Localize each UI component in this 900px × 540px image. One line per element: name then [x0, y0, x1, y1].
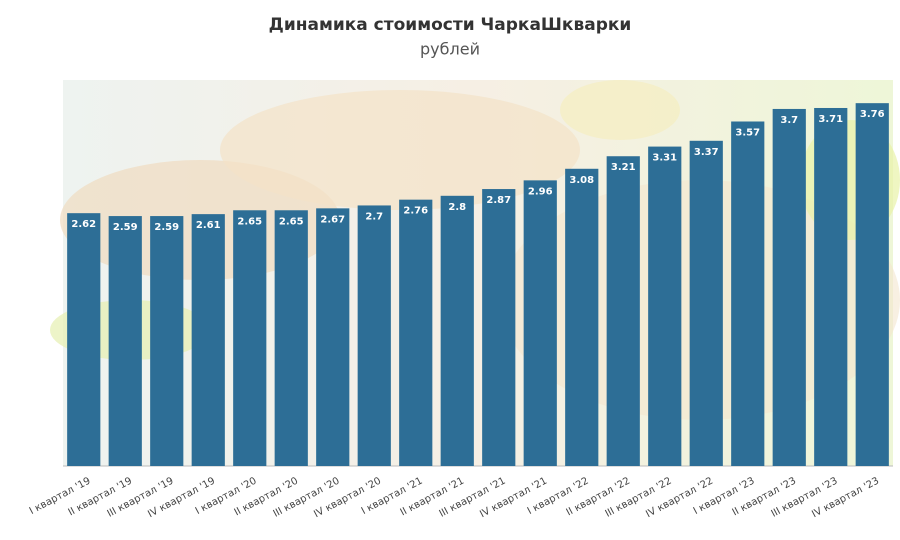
value-label: 2.76	[403, 206, 428, 217]
bar	[150, 216, 184, 466]
bar	[316, 208, 350, 466]
chart-title: Динамика стоимости ЧаркаШкварки	[269, 15, 632, 35]
bar	[772, 108, 806, 466]
bar	[855, 103, 889, 466]
bar	[648, 146, 682, 466]
bar	[523, 180, 557, 467]
value-label: 3.08	[569, 175, 594, 186]
value-label: 2.65	[279, 216, 304, 227]
bar	[814, 107, 848, 467]
value-label: 3.76	[860, 109, 885, 120]
value-label: 3.71	[818, 114, 843, 125]
value-label: 3.21	[611, 162, 636, 173]
value-label: 3.7	[780, 115, 798, 126]
bar	[108, 216, 142, 466]
bar	[191, 214, 225, 466]
value-label: 3.57	[735, 127, 760, 138]
bar	[357, 205, 391, 466]
bar	[565, 168, 599, 466]
value-label: 3.37	[694, 147, 719, 158]
bar	[274, 210, 308, 466]
bar	[606, 156, 640, 467]
value-label: 2.62	[71, 219, 96, 230]
bar	[482, 189, 516, 467]
bar	[399, 199, 433, 466]
chart-subtitle: рублей	[420, 40, 480, 59]
bar	[67, 213, 101, 466]
bar	[233, 210, 267, 466]
value-label: 2.96	[528, 186, 553, 197]
value-label: 2.61	[196, 220, 221, 231]
bar	[440, 195, 474, 467]
value-label: 2.59	[154, 222, 179, 233]
value-label: 3.31	[652, 153, 677, 164]
value-label: 2.65	[237, 216, 262, 227]
value-label: 2.59	[113, 222, 138, 233]
bar	[731, 121, 765, 467]
value-label: 2.67	[320, 214, 345, 225]
value-label: 2.7	[365, 211, 383, 222]
value-label: 2.8	[448, 202, 466, 213]
bar	[689, 140, 723, 467]
value-label: 2.87	[486, 195, 511, 206]
